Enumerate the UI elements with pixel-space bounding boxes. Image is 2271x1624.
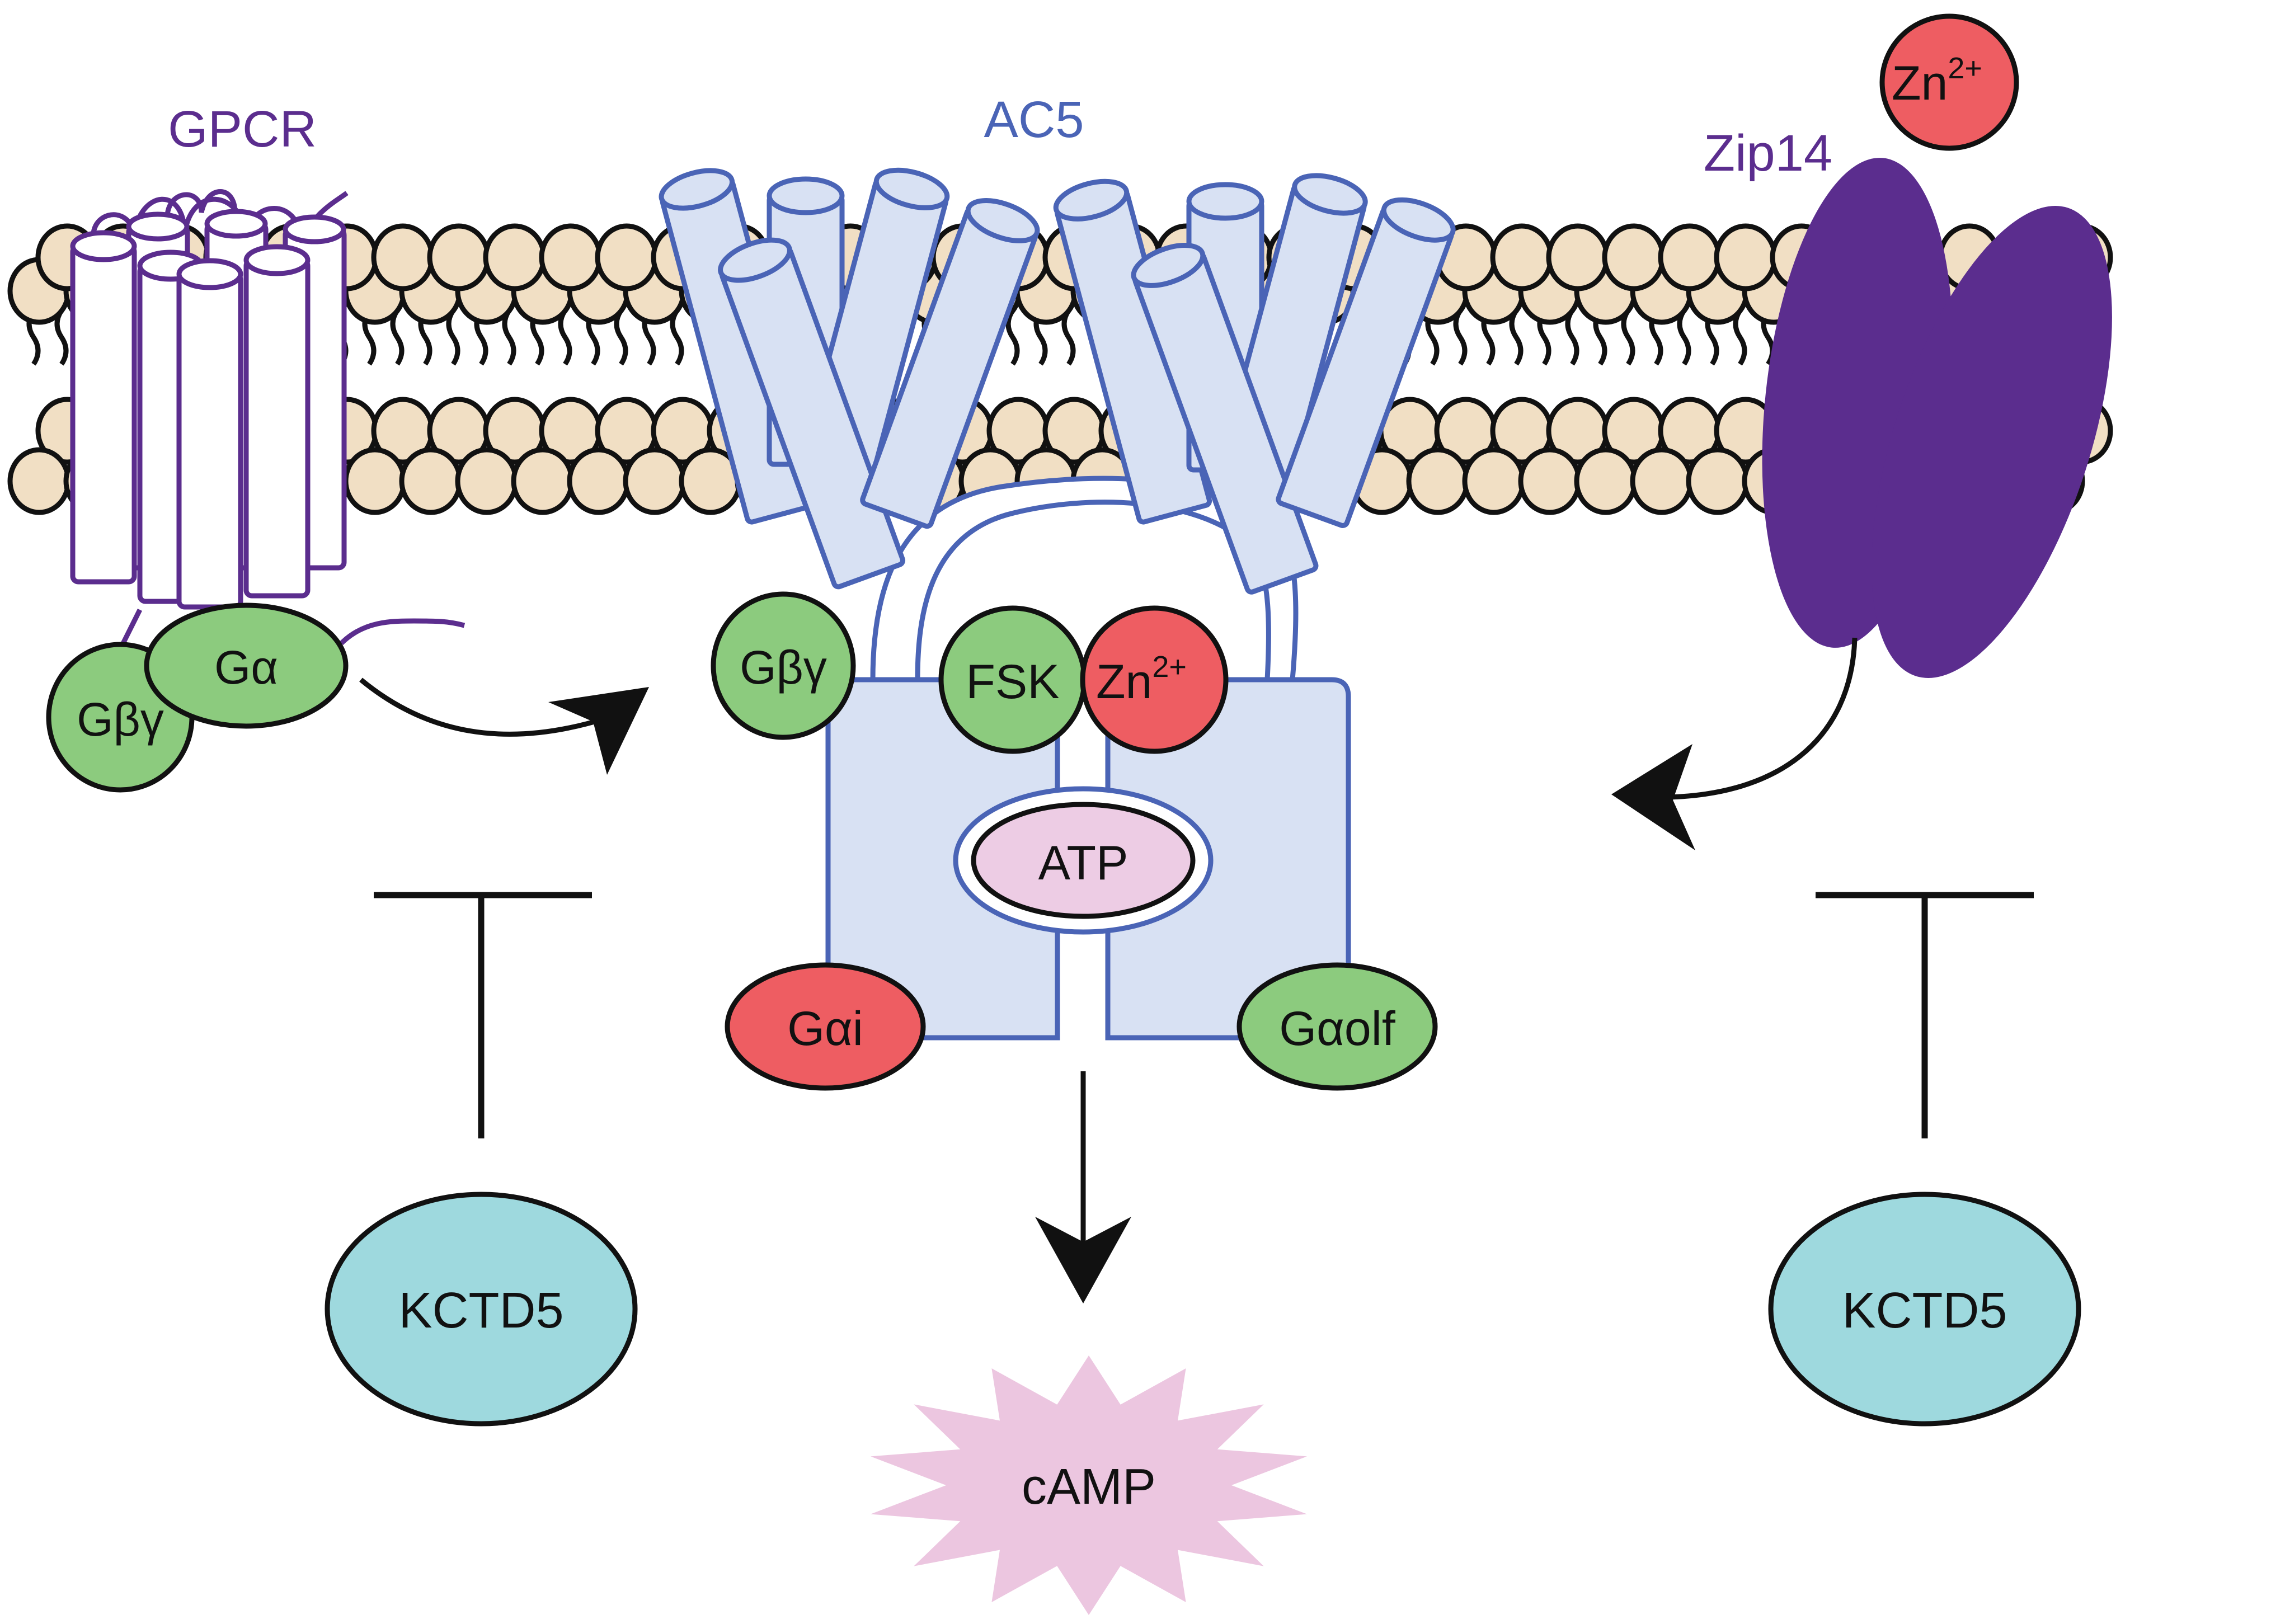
lipid-head — [1490, 223, 1554, 291]
lipid-head — [1630, 447, 1694, 515]
lipid-head — [427, 223, 491, 291]
g-alpha-olf-shape — [1236, 962, 1438, 1091]
lipid-tail — [614, 309, 628, 366]
g-protein-heterotrimer: Gβγ Gα — [46, 602, 349, 793]
lipid-tail — [1565, 309, 1579, 366]
kctd5-left: KCTD5 — [325, 1192, 638, 1427]
g-alpha-i-shape — [725, 962, 926, 1091]
lipid-head — [1518, 447, 1582, 515]
lipid-head — [595, 223, 659, 291]
g-alpha-label: Gα — [214, 641, 278, 694]
lipid-tail — [558, 309, 572, 366]
lipid-head — [455, 447, 519, 515]
ac5-bound-molecules: Gβγ FSK Zn2+ ATP Gαi Gαolf — [711, 591, 1438, 1091]
lipid-head — [483, 223, 547, 291]
atp-shape — [971, 802, 1196, 919]
lipid-tail — [1733, 309, 1747, 366]
lipid-head — [1406, 447, 1470, 515]
g-beta-gamma-ac5-label: Gβγ — [740, 641, 827, 694]
lipid-head — [343, 447, 407, 515]
g-alpha-olf-label: Gαolf — [1279, 1002, 1396, 1056]
lipid-tail — [1061, 309, 1076, 366]
curved-arrow-icon — [359, 677, 649, 775]
camp-burst: cAMP — [871, 1355, 1307, 1615]
fsk-label: FSK — [966, 655, 1059, 709]
t-bar-inhibition-icon — [1816, 892, 2034, 1138]
lipid-head — [1686, 447, 1750, 515]
lipid-tail — [670, 309, 684, 366]
lipid-head — [623, 447, 687, 515]
lipid-tail — [1453, 309, 1468, 366]
zip14-label: Zip14 — [1704, 125, 1832, 182]
g-beta-gamma-ac5-shape — [711, 591, 856, 740]
lipid-head — [399, 447, 463, 515]
lipid-tail — [54, 309, 69, 366]
lipid-tail — [1509, 309, 1524, 366]
lipid-head — [567, 447, 631, 515]
lipid-head — [511, 447, 575, 515]
gpcr-label: GPCR — [168, 101, 317, 158]
gpcr-receptor — [70, 189, 466, 646]
lipid-tail — [1621, 309, 1635, 366]
lipid-tail — [502, 309, 516, 366]
lipid-tail — [390, 309, 405, 366]
lipid-head — [1574, 447, 1638, 515]
lipid-head — [539, 223, 603, 291]
lipid-head — [7, 447, 71, 515]
zn-bound-label: Zn2+ — [1096, 650, 1187, 709]
lipid-head — [1602, 223, 1666, 291]
t-bar-inhibition-icon — [374, 892, 592, 1138]
lipid-head — [371, 223, 435, 291]
svg-text:KCTD5: KCTD5 — [398, 1283, 563, 1339]
g-alpha-shape — [144, 602, 349, 729]
g-alpha-i-label: Gαi — [787, 1002, 863, 1056]
lipid-tail — [446, 309, 460, 366]
curved-arrow-icon — [1611, 637, 1858, 850]
lipid-head — [1462, 447, 1526, 515]
g-beta-gamma-left-label: Gβγ — [77, 693, 164, 746]
down-arrow-icon — [1035, 1071, 1131, 1303]
svg-text:KCTD5: KCTD5 — [1842, 1283, 2007, 1339]
svg-text:cAMP: cAMP — [1022, 1459, 1156, 1515]
lipid-head — [1546, 223, 1610, 291]
lipid-tail — [1005, 309, 1020, 366]
lipid-head — [1658, 223, 1722, 291]
lipid-tail — [1677, 309, 1691, 366]
zip14-transporter — [1762, 158, 2112, 678]
zn-bound-shape — [1080, 605, 1229, 754]
atp-label: ATP — [1038, 836, 1129, 890]
ac5-label: AC5 — [984, 91, 1084, 148]
svg-text:Zn2+: Zn2+ — [1892, 51, 1982, 110]
lipid-head — [1714, 223, 1778, 291]
zn-ion-extracellular: Zn2+ — [1879, 13, 2019, 151]
kctd5-right: KCTD5 — [1768, 1192, 2081, 1427]
